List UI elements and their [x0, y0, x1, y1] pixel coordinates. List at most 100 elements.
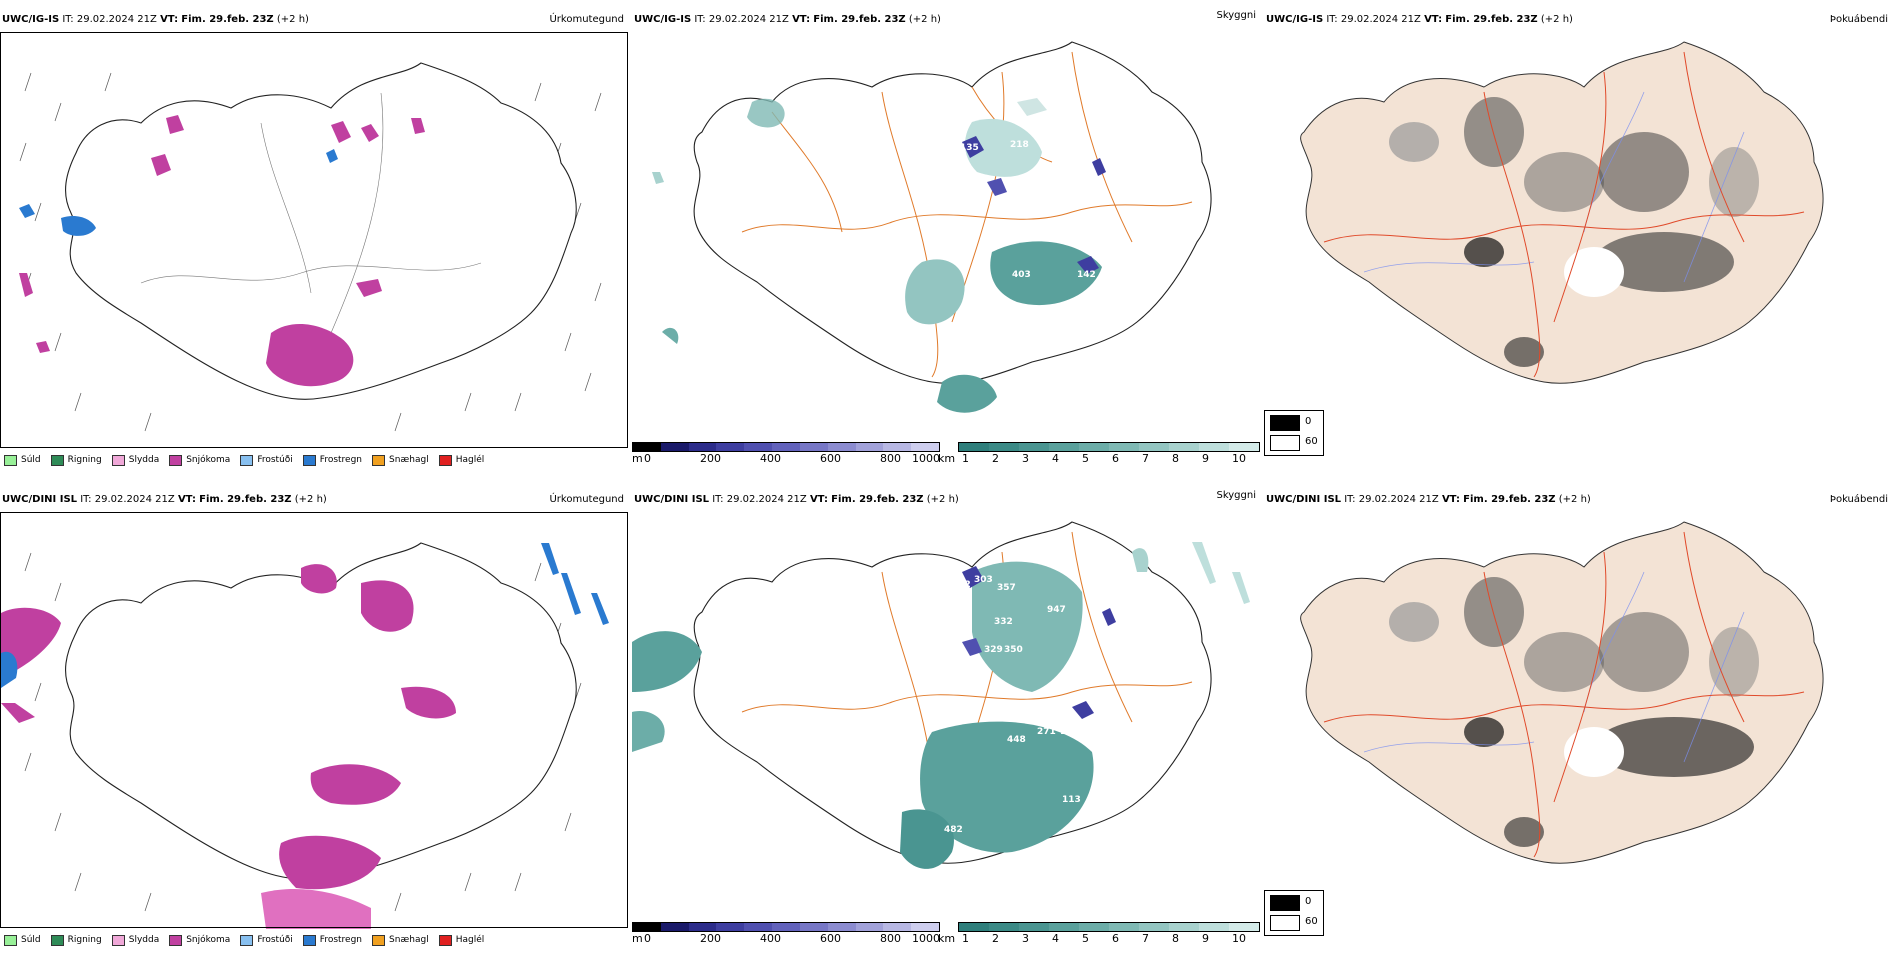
- legend-item: Súld: [4, 934, 41, 946]
- model-name: UWC/DINI ISL: [2, 494, 78, 505]
- station-label: 218: [1010, 140, 1029, 150]
- field-name: Skyggni: [1216, 490, 1256, 501]
- station-label: 271: [1037, 727, 1056, 737]
- panel-header: UWC/IG-IS IT: 29.02.2024 21Z VT: Fim. 29…: [634, 10, 1256, 30]
- vt-value: Fim. 29.feb. 23Z: [1463, 494, 1556, 505]
- km-tick: 8: [1172, 932, 1179, 945]
- station-label: 150: [1115, 727, 1134, 737]
- km-tick: 7: [1142, 932, 1149, 945]
- legend-swatch: [438, 934, 452, 946]
- fog-map[interactable]: [1264, 512, 1892, 932]
- meter-tick: 200: [700, 452, 721, 465]
- legend-item: Slydda: [111, 454, 159, 466]
- km-unit: km: [938, 932, 956, 945]
- legend-label: Súld: [21, 935, 41, 945]
- iceland-outline: [65, 542, 577, 880]
- legend-label: Frostúði: [257, 935, 293, 945]
- iceland-outline: [693, 41, 1212, 384]
- it-value: 29.02.2024 21Z: [726, 494, 807, 505]
- legend-item: Rigning: [50, 934, 102, 946]
- km-tick: 6: [1112, 932, 1119, 945]
- visibility-map[interactable]: 372 303 357 332 947 329 350 140 448 271 …: [632, 512, 1260, 912]
- fog-map[interactable]: [1264, 32, 1892, 452]
- meter-unit: m: [632, 932, 643, 945]
- station-label: 109: [1132, 615, 1151, 625]
- km-strip: [958, 922, 1260, 932]
- it-label: IT:: [712, 494, 724, 505]
- fog-legend: 0 60: [1264, 890, 1324, 936]
- vt-value: Fim. 29.feb. 23Z: [1445, 14, 1538, 25]
- km-tick: 3: [1022, 932, 1029, 945]
- legend-swatch: [50, 454, 64, 466]
- meter-tick: 600: [820, 932, 841, 945]
- visibility-map[interactable]: 135 218 192 368 124 403 142: [632, 32, 1260, 432]
- station-label: 372: [952, 580, 971, 590]
- legend-label: Slydda: [128, 935, 160, 945]
- vt-label: VT:: [177, 494, 196, 505]
- station-label: 350: [1004, 645, 1023, 655]
- legend-item: Frostregn: [302, 454, 362, 466]
- fog-legend-light: [1270, 915, 1300, 931]
- vt-label: VT:: [1441, 494, 1460, 505]
- field-name: Þokuábendi: [1829, 494, 1888, 505]
- panel-header: UWC/IG-IS IT: 29.02.2024 21Z VT: Fim. 29…: [1266, 14, 1888, 30]
- field-name: Skyggni: [1216, 10, 1256, 21]
- visibility-map-svg: 372 303 357 332 947 329 350 140 448 271 …: [632, 521, 1250, 869]
- fog-legend: 0 60: [1264, 410, 1324, 456]
- station-label: 482: [944, 825, 963, 835]
- station-label: 135: [960, 143, 979, 153]
- vt-value: Fim. 29.feb. 23Z: [181, 14, 274, 25]
- station-label: 332: [994, 617, 1013, 627]
- legend-item: Snæhagl: [372, 934, 429, 946]
- km-tick: 4: [1052, 932, 1059, 945]
- model-name: UWC/IG-IS: [2, 14, 60, 25]
- panel-header: UWC/DINI ISL IT: 29.02.2024 21Z VT: Fim.…: [2, 494, 624, 510]
- iceland-outline: [1300, 521, 1824, 864]
- station-label: 142: [1077, 270, 1096, 280]
- model-name: UWC/IG-IS: [1266, 14, 1324, 25]
- lead-time: (+2 h): [926, 494, 959, 505]
- legend-item: Frostúði: [240, 454, 293, 466]
- precip-map-svg: [19, 62, 602, 432]
- precip-legend: Súld Rigning Slydda Snjókoma Frostúði Fr…: [4, 927, 485, 950]
- vt-label: VT:: [1424, 14, 1443, 25]
- legend-item: Rigning: [50, 454, 102, 466]
- panel-header: UWC/DINI ISL IT: 29.02.2024 21Z VT: Fim.…: [634, 490, 1256, 510]
- lead-time: (+2 h): [908, 14, 941, 25]
- precip-blobs: [19, 115, 425, 387]
- km-tick: 4: [1052, 452, 1059, 465]
- legend-swatch: [372, 454, 386, 466]
- lead-time: (+2 h): [1558, 494, 1591, 505]
- fog-panel-igis: UWC/IG-IS IT: 29.02.2024 21Z VT: Fim. 29…: [1264, 10, 1892, 474]
- it-value: 29.02.2024 21Z: [94, 494, 175, 505]
- legend-item: Snæhagl: [372, 454, 429, 466]
- fog-shading: [1389, 97, 1759, 367]
- meter-tick: 400: [760, 452, 781, 465]
- it-label: IT:: [694, 14, 706, 25]
- meter-tick: 800: [880, 932, 901, 945]
- precip-map[interactable]: [0, 32, 628, 448]
- legend-swatch: [169, 454, 183, 466]
- precip-map[interactable]: [0, 512, 628, 929]
- fog-map-svg: [1300, 521, 1824, 864]
- station-labels: 135 218 192 368 124 403 142: [947, 140, 1096, 280]
- meter-tick: 0: [644, 452, 651, 465]
- station-label: 329: [984, 645, 1003, 655]
- km-tick: 9: [1202, 452, 1209, 465]
- model-name: UWC/DINI ISL: [1266, 494, 1342, 505]
- legend-label: Snjókoma: [186, 935, 231, 945]
- station-label: 192: [970, 185, 989, 195]
- km-tick: 2: [992, 932, 999, 945]
- fog-legend-light: [1270, 435, 1300, 451]
- legend-swatch: [240, 454, 254, 466]
- legend-item: Súld: [4, 454, 41, 466]
- station-label: 303: [974, 575, 993, 585]
- meter-tick: 400: [760, 932, 781, 945]
- it-value: 29.02.2024 21Z: [1340, 14, 1421, 25]
- iceland-outline: [1300, 41, 1824, 384]
- precip-map-svg: [1, 542, 609, 929]
- vt-label: VT:: [792, 14, 811, 25]
- vt-value: Fim. 29.feb. 23Z: [199, 494, 292, 505]
- legend-swatch: [50, 934, 64, 946]
- legend-label: Rigning: [67, 935, 102, 945]
